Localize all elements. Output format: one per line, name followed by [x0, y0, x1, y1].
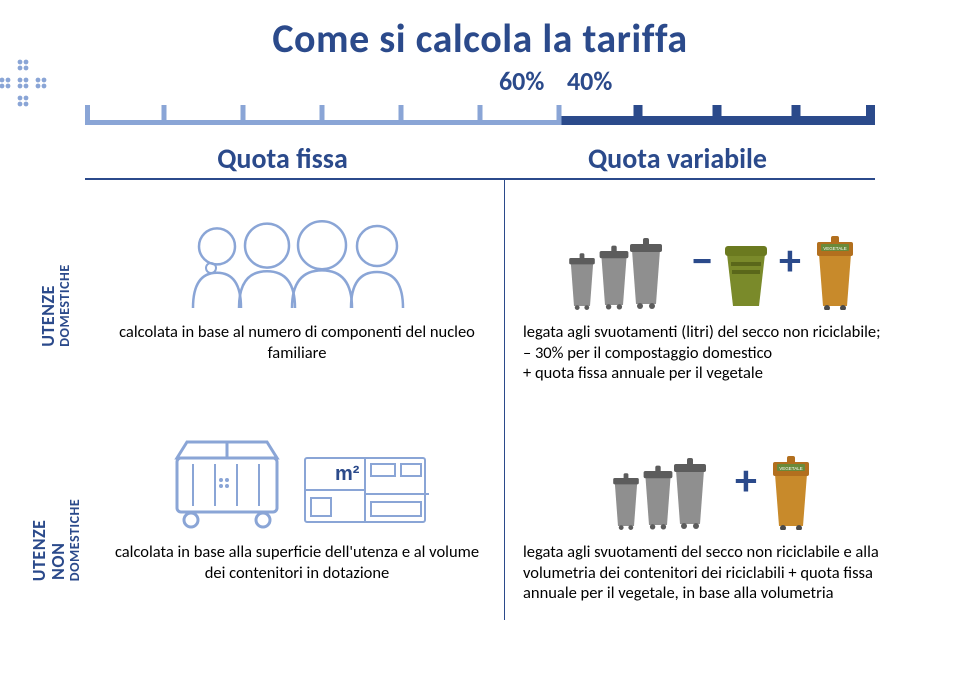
page-title: Come si calcola la tariffa — [0, 0, 960, 63]
svg-text:VEGETALE: VEGETALE — [779, 466, 802, 471]
compost-bin-icon — [723, 240, 769, 310]
caption-dom-variabile: legata agli svuotamenti (litri) del secc… — [519, 322, 906, 384]
side-label-domestiche: UTENZE DOMESTICHE — [39, 307, 73, 347]
bar-left-pct: 60% — [499, 65, 544, 97]
grey-bins-icon-2 — [610, 450, 725, 530]
side-label-top-l2: DOMESTICHE — [58, 307, 73, 347]
side-label-bottom-l1: UTENZE NON — [30, 541, 68, 581]
ratio-bar: 60% 40% — [85, 69, 875, 133]
cell-dom-variabile: − + VEGETALE legata agli svuotamenti (li… — [505, 180, 920, 400]
caption-dom-fissa: calcolata in base al numero di component… — [104, 322, 490, 363]
column-headers: Quota fissa Quota variabile — [85, 141, 875, 180]
side-label-bottom-l2: DOMESTICHE — [68, 541, 83, 581]
plus-icon-2: + — [735, 458, 757, 502]
floorplan-icon: m² — [301, 450, 431, 530]
vegetale-bin-icon-2: VEGETALE — [767, 452, 815, 530]
caption-nondom-fissa: calcolata in base alla superficie dell'u… — [104, 542, 490, 583]
bar-right-pct: 40% — [567, 65, 612, 97]
grey-bins-icon — [566, 230, 681, 310]
svg-text:VEGETALE: VEGETALE — [823, 246, 846, 251]
header-quota-variabile: Quota variabile — [480, 141, 875, 176]
side-label-non-domestiche: UTENZE NON DOMESTICHE — [30, 541, 82, 581]
family-icon — [187, 210, 407, 310]
cell-nondom-fissa: m² calcolata in base alla superficie del… — [90, 400, 505, 620]
content-grid: calcolata in base al numero di component… — [90, 180, 920, 620]
cell-nondom-variabile: + VEGETALE legata agli svuotamenti del s… — [505, 400, 920, 620]
plus-icon: + — [779, 238, 801, 282]
svg-text:m²: m² — [335, 463, 360, 485]
header-quota-fissa: Quota fissa — [85, 141, 480, 176]
vegetale-bin-icon: VEGETALE — [811, 232, 859, 310]
bar-track — [85, 105, 875, 133]
deco-dots — [0, 54, 50, 110]
dumpster-icon — [163, 430, 293, 530]
caption-nondom-variabile: legata agli svuotamenti del secco non ri… — [519, 542, 906, 604]
cell-dom-fissa: calcolata in base al numero di component… — [90, 180, 505, 400]
minus-icon: − — [691, 238, 713, 282]
